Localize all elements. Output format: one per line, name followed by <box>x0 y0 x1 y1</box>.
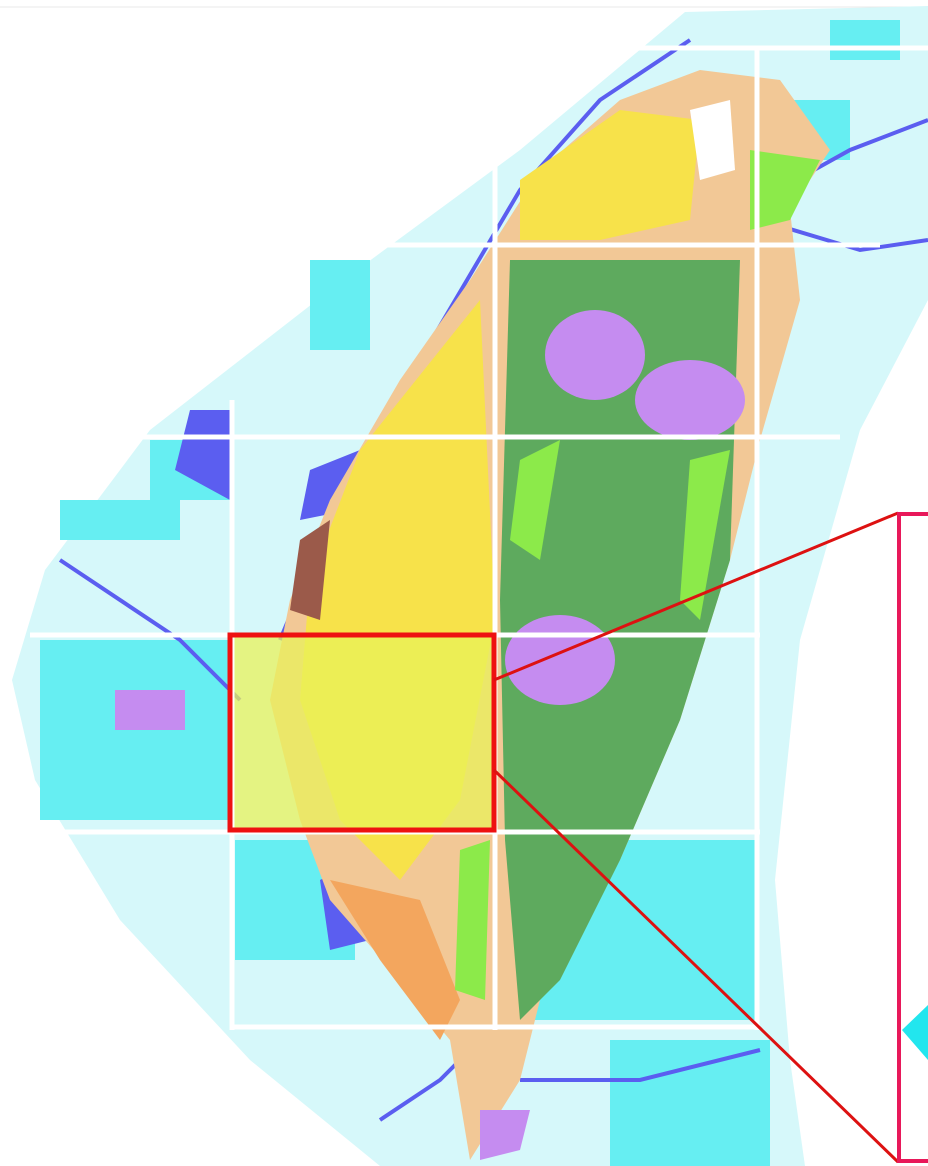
zoom-panel <box>897 512 928 1163</box>
zoom-line <box>492 768 900 1164</box>
zoom-line <box>493 511 899 682</box>
selection-box <box>227 632 497 833</box>
highlight-fill <box>232 637 493 829</box>
zoom-preview <box>902 1005 928 1060</box>
